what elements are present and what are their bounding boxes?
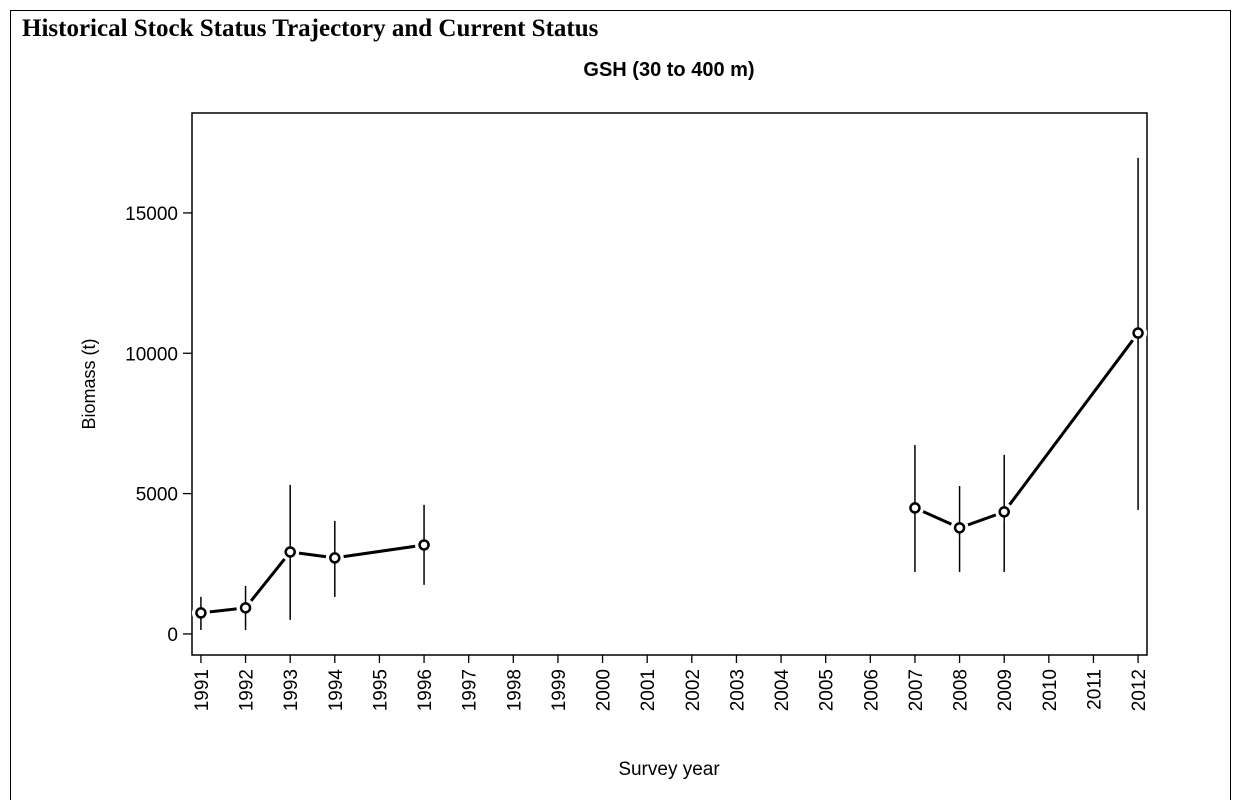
frame <box>10 10 1231 800</box>
x-tick-label: 1994 <box>326 669 347 712</box>
point <box>953 522 966 534</box>
x-tick-label: 2011 <box>1084 669 1105 710</box>
x-tick-label: 2005 <box>817 669 838 711</box>
x-tick-label: 2002 <box>683 669 704 711</box>
x-tick-label: 2004 <box>772 669 793 712</box>
y-tick-label: 10000 <box>125 344 178 365</box>
y-tick-label: 0 <box>167 625 178 646</box>
x-tick-label: 1993 <box>281 669 302 711</box>
x-axis-label: Survey year <box>618 759 720 780</box>
header-title: Historical Stock Status Trajectory and C… <box>22 15 599 42</box>
x-tick-label: 1997 <box>460 669 481 711</box>
x-tick-label: 1999 <box>549 669 570 711</box>
point <box>239 602 252 614</box>
point <box>998 506 1010 518</box>
x-tick-label: 2012 <box>1129 669 1150 711</box>
x-tick-label: 1996 <box>415 669 436 711</box>
point <box>195 607 207 619</box>
y-tick-label: 15000 <box>125 204 178 225</box>
x-tick-label: 1998 <box>504 669 525 711</box>
line <box>914 332 1140 530</box>
line <box>200 543 425 615</box>
x-tick-label: 2007 <box>906 669 927 711</box>
plot-box <box>191 112 1148 656</box>
point <box>329 552 341 564</box>
point <box>284 546 296 558</box>
point <box>418 539 430 551</box>
x-tick-label: 2006 <box>861 669 882 711</box>
x-tick-label: 2008 <box>951 669 972 711</box>
x-tick-label: 1992 <box>237 669 258 711</box>
x-tick-label: 1991 <box>192 669 213 711</box>
y-axis-label: Biomass (t) <box>79 338 99 429</box>
x-tick-label: 2001 <box>638 669 659 711</box>
point <box>1132 327 1144 339</box>
y-tick-label: 5000 <box>136 485 178 506</box>
chart-title: GSH (30 to 400 m) <box>583 59 754 81</box>
x-tick-label: 2010 <box>1040 669 1061 711</box>
x-tick-label: 2009 <box>995 669 1016 711</box>
x-tick-label: 2003 <box>727 669 748 711</box>
x-tick-label: 1995 <box>370 669 391 711</box>
point <box>909 502 921 514</box>
x-tick-label: 2000 <box>594 669 615 711</box>
